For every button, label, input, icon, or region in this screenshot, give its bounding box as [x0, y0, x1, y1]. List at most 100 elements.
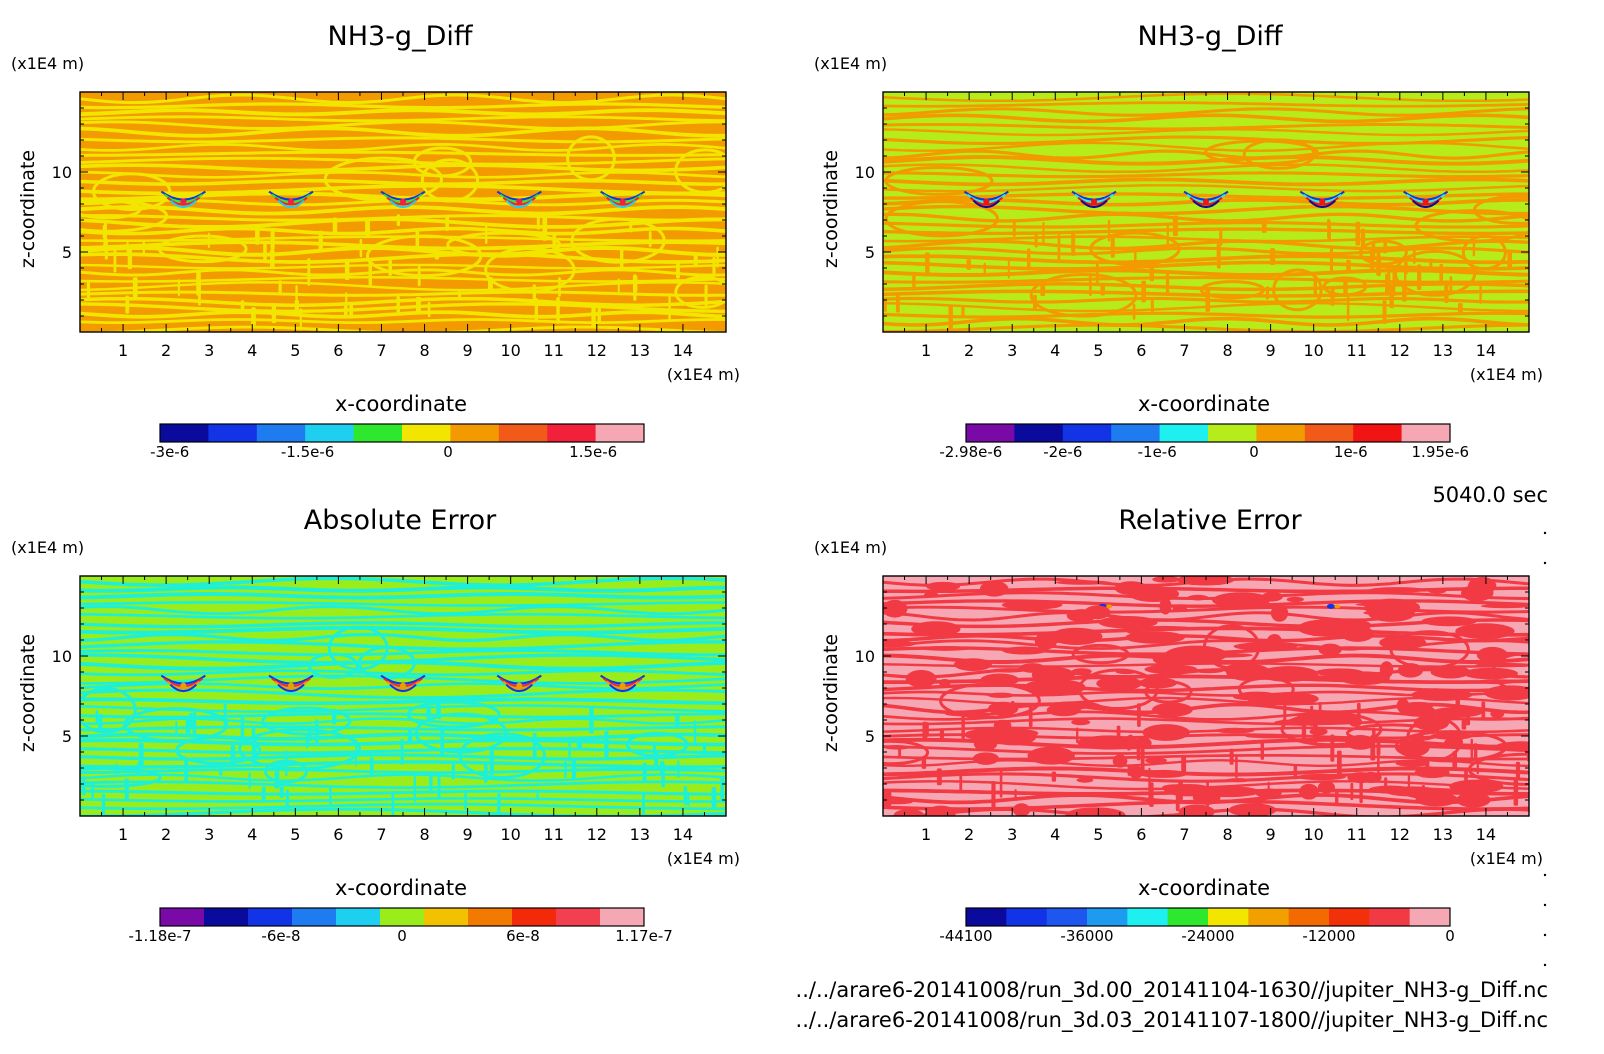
contour-finger — [175, 720, 178, 736]
x-tick-label: 12 — [1390, 825, 1410, 844]
contour-finger — [391, 790, 395, 816]
contour-finger — [683, 785, 688, 805]
error-patch — [1296, 773, 1346, 781]
y-tick-label: 5 — [62, 727, 72, 746]
colorbar-frame — [159, 907, 645, 927]
contour-finger — [248, 772, 251, 789]
x-tick-label: 8 — [419, 825, 429, 844]
contour-band — [80, 310, 726, 319]
contour-arc — [261, 706, 352, 736]
feature-core — [1319, 198, 1326, 205]
error-patch — [1460, 584, 1494, 602]
contour-finger — [922, 721, 928, 740]
contour-band — [80, 605, 726, 616]
contour-band — [883, 155, 1529, 166]
contour-band — [80, 170, 726, 179]
x-tick-label: 9 — [1266, 341, 1276, 360]
contour-finger — [1100, 283, 1105, 296]
contour-arc — [412, 146, 473, 178]
x-tick-label: 13 — [630, 341, 650, 360]
colorbar-frame — [159, 423, 645, 443]
y-tick-label: 5 — [62, 243, 72, 262]
colorbar-tick-label: -44100 — [939, 927, 992, 945]
contour-finger — [716, 246, 719, 268]
contour-band — [883, 289, 1529, 298]
colorbar-swatch — [305, 424, 355, 442]
contour-finger — [429, 771, 433, 791]
error-patch — [972, 752, 1000, 765]
contour-arc — [484, 246, 576, 293]
colorbar-swatch — [1167, 908, 1209, 926]
contour-finger — [95, 709, 99, 725]
feature-core — [400, 682, 406, 689]
error-patch — [1274, 719, 1329, 726]
error-patch — [1397, 663, 1424, 678]
contour-arc — [307, 652, 359, 679]
error-patch — [1477, 679, 1516, 685]
error-patch — [1395, 760, 1430, 767]
error-patch — [1428, 589, 1447, 594]
contour-finger — [98, 714, 103, 732]
contour-band — [80, 120, 726, 130]
x-tick-label: 14 — [673, 341, 693, 360]
contour-finger — [1350, 782, 1354, 801]
colorbar-tick-label: 1.95e-6 — [1412, 443, 1470, 461]
contour-finger — [332, 217, 338, 233]
contour-finger — [1336, 750, 1342, 775]
contour-band — [80, 625, 726, 635]
contour-band — [80, 802, 726, 811]
x-tick-label: 7 — [1179, 341, 1189, 360]
contour-finger — [961, 711, 965, 740]
contour-finger — [1429, 258, 1433, 273]
error-patch — [1192, 652, 1253, 658]
colorbar-frame — [965, 423, 1451, 443]
x-unit-label: (x1E4 m) — [667, 365, 740, 384]
error-patch — [988, 701, 1019, 716]
x-tick-label: 7 — [1179, 825, 1189, 844]
feature-core — [1422, 198, 1429, 205]
contour-finger — [184, 757, 189, 784]
colorbar-swatch — [1353, 424, 1403, 442]
contour-arc — [327, 625, 389, 671]
contour-band — [80, 753, 726, 761]
contour-finger — [704, 284, 708, 307]
contour-finger — [959, 774, 963, 793]
contour-finger — [427, 301, 431, 318]
contour-arc — [1389, 630, 1470, 670]
contour-finger — [597, 307, 601, 323]
x-tick-label: 8 — [1222, 341, 1232, 360]
contour-arc — [566, 135, 616, 182]
contour-finger — [1343, 280, 1348, 297]
error-patch — [1411, 688, 1473, 701]
contour-finger — [1134, 251, 1137, 272]
x-tick-label: 12 — [1390, 341, 1410, 360]
contour-arc — [884, 200, 999, 238]
contour-finger — [1057, 234, 1061, 262]
contour-finger — [1137, 703, 1141, 727]
colorbar-tick-label: -12000 — [1302, 927, 1355, 945]
contour-arc — [674, 148, 726, 194]
panel-nh3-diff-2: NH3-g_Diff (x1E4 m) (x1E4 m) x-coordinate z-… — [814, 21, 1543, 461]
error-patch — [1066, 609, 1097, 623]
contour-arc — [1472, 195, 1529, 225]
contour-finger — [1014, 789, 1017, 800]
colorbar-swatch — [424, 908, 469, 926]
error-patch — [1449, 779, 1504, 794]
colorbar-swatch — [1369, 908, 1411, 926]
colorbar-swatch — [498, 424, 548, 442]
x-tick-label: 5 — [290, 341, 300, 360]
colorbar-tick-label: -3e-6 — [150, 443, 189, 461]
contour-band — [883, 113, 1529, 124]
contour-finger — [219, 762, 223, 776]
contour-arc — [80, 687, 137, 734]
contour-finger — [1293, 764, 1298, 780]
error-patch — [979, 581, 1009, 597]
time-label: 5040.0 sec — [1432, 483, 1548, 507]
contour-arc — [884, 165, 994, 196]
contour-band — [883, 726, 1529, 734]
error-patch — [1348, 716, 1363, 727]
error-patch — [1233, 642, 1298, 651]
contour-arc — [1393, 249, 1477, 297]
feature-core — [288, 198, 295, 205]
contour-arc — [1204, 139, 1319, 166]
